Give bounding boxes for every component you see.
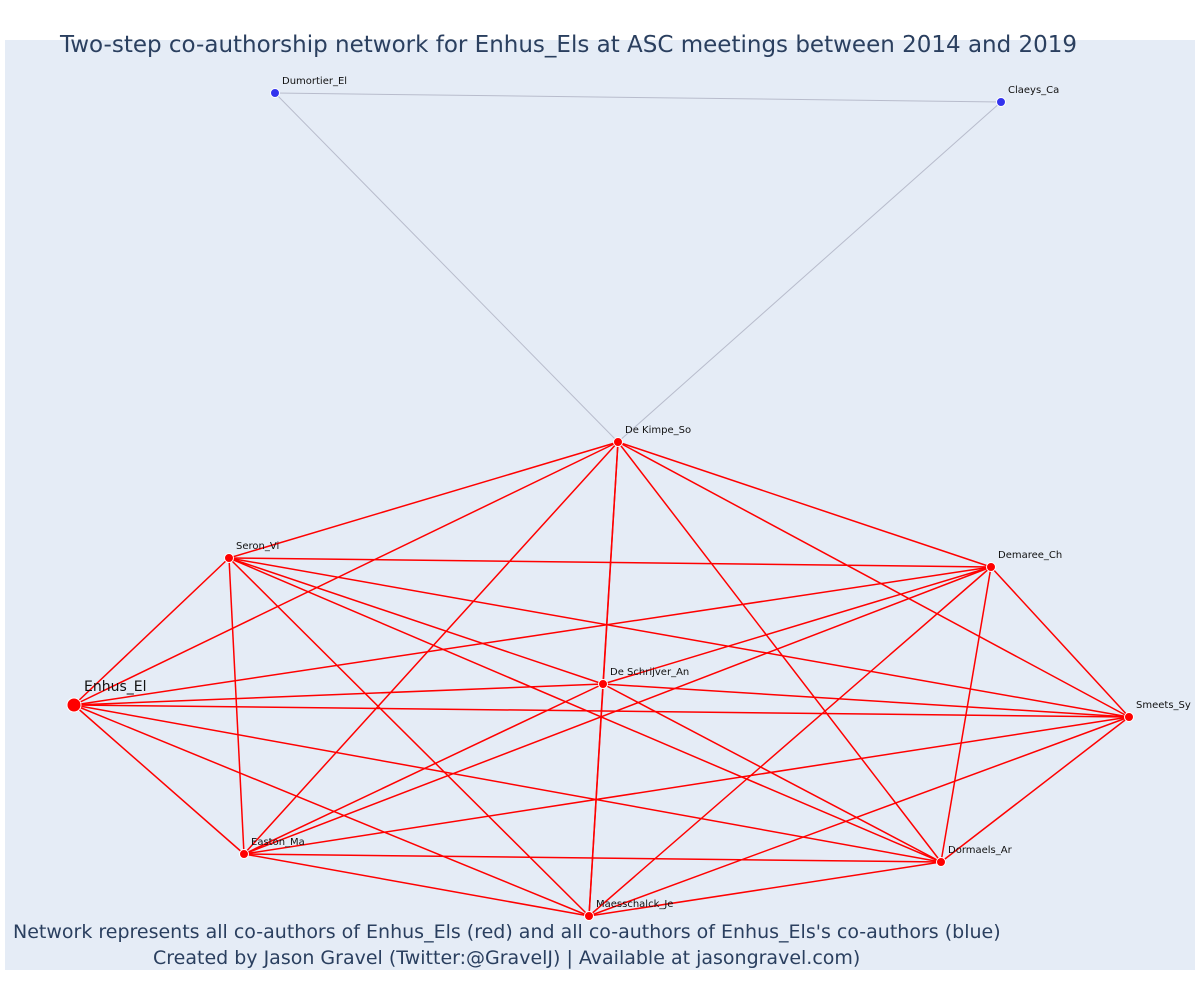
node-demaree-ch[interactable] <box>986 562 996 572</box>
edge-dumortier-el-de-kimpe-so <box>274 92 619 443</box>
node-enhus-el[interactable] <box>66 697 82 713</box>
node-dumortier-el[interactable] <box>270 88 280 98</box>
node-label-de-kimpe-so: De Kimpe_So <box>625 425 691 436</box>
edge-enhus-el-dormaels-ar <box>73 704 942 863</box>
edge-demaree-ch-maesschalck-je <box>588 566 992 917</box>
edge-dormaels-ar-maesschalck-je <box>588 861 942 917</box>
edge-seron-vi-demaree-ch <box>228 557 992 568</box>
edge-seron-vi-smeets-sy <box>228 557 1130 718</box>
caption-line-2: Created by Jason Gravel (Twitter:@Gravel… <box>153 947 860 969</box>
node-label-demaree-ch: Demaree_Ch <box>998 550 1062 561</box>
edge-de-kimpe-so-demaree-ch <box>617 441 992 568</box>
edge-enhus-el-maesschalck-je <box>73 704 590 917</box>
plot-background <box>5 40 1195 970</box>
edge-seron-vi-de-schrijver-an <box>228 557 604 685</box>
edge-dumortier-el-claeys-ca <box>274 92 1002 103</box>
edge-seron-vi-dormaels-ar <box>228 557 942 863</box>
edge-de-kimpe-so-seron-vi <box>228 441 619 559</box>
edge-enhus-el-seron-vi <box>73 557 230 706</box>
edge-layer <box>73 92 1130 917</box>
edge-smeets-sy-maesschalck-je <box>588 716 1130 917</box>
edge-seron-vi-maesschalck-je <box>228 557 590 917</box>
node-label-enhus-el: Enhus_El <box>84 679 147 695</box>
edge-demaree-ch-smeets-sy <box>990 566 1130 718</box>
chart-title: Two-step co-authorship network for Enhus… <box>59 32 1077 58</box>
node-easton-ma[interactable] <box>239 849 249 859</box>
edge-demaree-ch-dormaels-ar <box>940 566 992 863</box>
edge-enhus-el-easton-ma <box>73 704 245 855</box>
node-label-de-schrijver-an: De Schrijver_An <box>610 667 689 678</box>
label-layer: Enhus_El Dumortier_El Claeys_Ca De Kimpe_So… <box>84 76 1191 910</box>
node-label-claeys-ca: Claeys_Ca <box>1008 85 1059 96</box>
caption-line-1: Network represents all co-authors of Enh… <box>13 921 1001 943</box>
node-claeys-ca[interactable] <box>996 97 1006 107</box>
node-label-smeets-sy: Smeets_Sy <box>1136 700 1191 711</box>
edge-easton-ma-maesschalck-je <box>243 853 590 917</box>
node-smeets-sy[interactable] <box>1124 712 1134 722</box>
edge-demaree-ch-de-schrijver-an <box>602 566 992 685</box>
node-seron-vi[interactable] <box>224 553 234 563</box>
edge-smeets-sy-easton-ma <box>243 716 1130 855</box>
node-layer <box>66 88 1134 921</box>
node-dormaels-ar[interactable] <box>936 857 946 867</box>
node-de-schrijver-an[interactable] <box>598 679 608 689</box>
edge-de-kimpe-so-dormaels-ar <box>617 441 942 863</box>
node-label-dormaels-ar: Dormaels_Ar <box>948 845 1013 856</box>
node-label-maesschalck-je: Maesschalck_Je <box>596 899 673 910</box>
edge-enhus-el-de-kimpe-so <box>73 441 619 706</box>
edge-seron-vi-easton-ma <box>228 557 245 855</box>
node-label-seron-vi: Seron_Vi <box>236 541 279 552</box>
node-maesschalck-je[interactable] <box>584 911 594 921</box>
edge-smeets-sy-dormaels-ar <box>940 716 1130 863</box>
edge-enhus-el-de-schrijver-an <box>73 683 604 706</box>
edge-claeys-ca-de-kimpe-so <box>617 101 1002 443</box>
node-label-easton-ma: Easton_Ma <box>251 837 305 848</box>
edge-enhus-el-demaree-ch <box>73 566 992 706</box>
node-label-dumortier-el: Dumortier_El <box>282 76 347 87</box>
edge-demaree-ch-easton-ma <box>243 566 992 855</box>
edge-easton-ma-dormaels-ar <box>243 853 942 863</box>
edge-de-schrijver-an-easton-ma <box>243 683 604 855</box>
edge-de-kimpe-so-smeets-sy <box>617 441 1130 718</box>
edge-de-kimpe-so-easton-ma <box>243 441 619 855</box>
node-de-kimpe-so[interactable] <box>613 437 623 447</box>
edge-de-schrijver-an-smeets-sy <box>602 683 1130 718</box>
